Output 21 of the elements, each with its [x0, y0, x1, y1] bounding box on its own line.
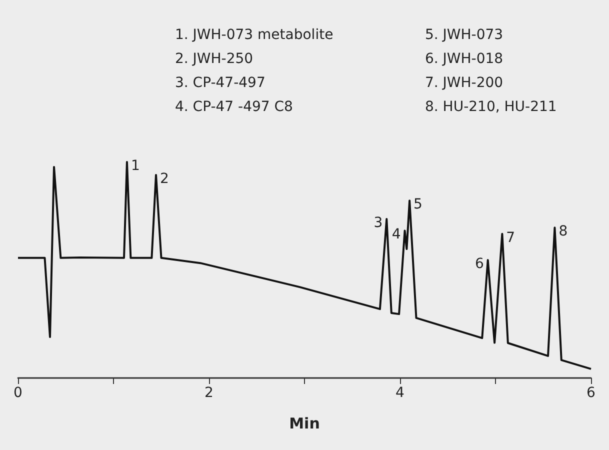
- annotation: 8: [558, 224, 568, 240]
- text: 6. JWH-018: [425, 51, 504, 67]
- annotation: 1: [130, 158, 140, 174]
- text: 8. HU-210, HU-211: [425, 99, 557, 115]
- text: 5. JWH-073: [425, 27, 504, 43]
- annotation: 3: [374, 215, 383, 232]
- x-tick-label: 2: [204, 385, 214, 401]
- text: 2. JWH-250: [175, 51, 254, 67]
- annotation: 4: [392, 226, 401, 243]
- text: 7. JWH-200: [425, 75, 504, 91]
- x-tick-label: 0: [14, 385, 22, 401]
- text: 1. JWH-073 metabolite: [175, 27, 334, 43]
- text: 3. CP-47-497: [175, 75, 266, 91]
- x-tick-label: 4: [396, 385, 405, 401]
- x-tick-label: 6: [586, 385, 596, 401]
- annotation: 7: [506, 230, 516, 246]
- annotation: 5: [414, 196, 422, 213]
- x-axis-title: Min: [289, 414, 320, 432]
- annotation: 6: [474, 256, 484, 272]
- annotation: 2: [160, 170, 169, 187]
- text: 4. CP-47 -497 C8: [175, 99, 293, 115]
